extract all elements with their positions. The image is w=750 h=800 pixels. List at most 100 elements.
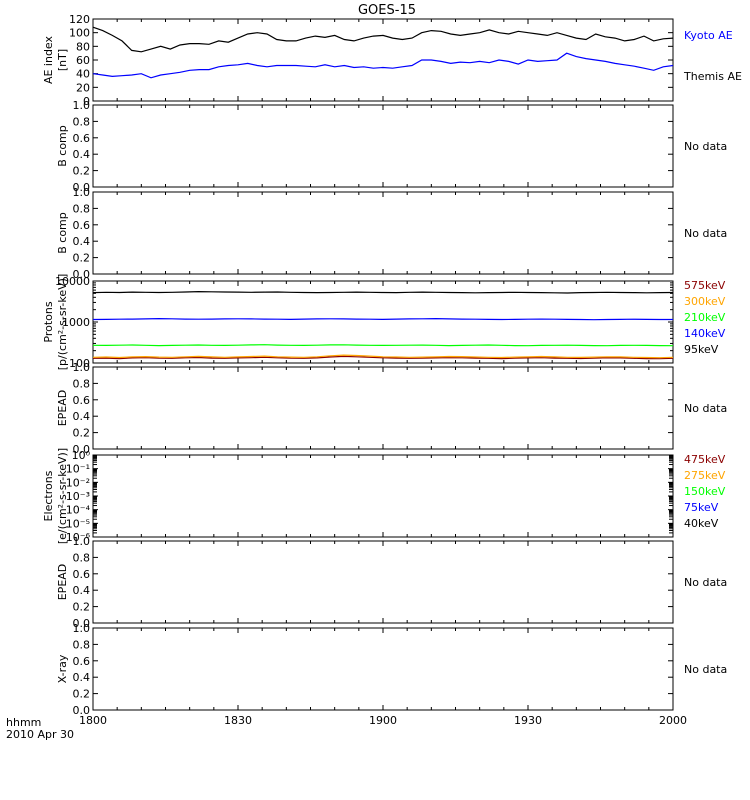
y-axis-label: [e/(cm²-s-sr-keV)] [56,448,69,544]
y-tick-label: 100 [69,357,90,370]
y-tick-label: 0.4 [73,148,91,161]
panel-8: 1.0 0.8 0.6 0.4 0.2 0.0 X-ray No data [56,622,727,717]
panel-frame [92,280,674,364]
y-axis-label: Protons [42,301,55,342]
panel-2: 1.0 0.8 0.6 0.4 0.2 0.0 B comp No data [56,99,727,194]
y-tick-label: 0.4 [73,671,91,684]
y-tick-label: 0 [83,95,90,108]
y-tick-label: 0.2 [73,688,91,701]
y-tick-label: 10⁻¹ [66,463,90,476]
legend-label-40kev: 40keV [684,517,719,530]
series-line-210kev [92,344,674,347]
y-axis-label: Electrons [42,470,55,521]
panel-frame [92,454,674,538]
series-line-95kev [92,290,674,294]
series-line-300kev [92,354,674,359]
y-tick-label: 0.4 [73,235,91,248]
y-tick-label: 0.0 [73,704,91,717]
footer-time-label: hhmm [6,716,41,729]
y-tick-label: 0.6 [73,132,91,145]
x-axis: 1800 1830 1900 1930 2000 [79,714,687,727]
panel-frame [92,191,674,275]
panel-7: 1.0 0.8 0.6 0.4 0.2 0.0 EPEAD No data [56,535,727,630]
figure-title: GOES-15 [358,3,416,18]
y-axis-label: [p/(cm²-s-sr-keV)] [56,274,69,371]
panel-frame [92,18,674,102]
no-data-label: No data [684,663,727,676]
x-tick-label: 1900 [369,714,397,727]
footer-date-label: 2010 Apr 30 [6,728,74,741]
y-tick-label: 10⁰ [72,449,91,462]
y-tick-label: 0.2 [73,252,91,265]
y-axis-label: EPEAD [56,390,69,427]
legend-label-150kev: 150keV [684,485,726,498]
y-tick-label: 10000 [55,275,90,288]
series-line-575kev [92,355,674,360]
y-tick-label: 1.0 [73,535,91,548]
y-axis-label: EPEAD [56,564,69,601]
y-tick-label: 0.2 [73,427,91,440]
no-data-label: No data [684,227,727,240]
panel-frame [92,540,674,624]
y-tick-label: 10⁻⁵ [66,517,90,530]
series-line-140kev [92,317,673,321]
panel-frame [92,104,674,188]
series-line-themis-ae [92,26,674,53]
x-tick-label: 1930 [514,714,542,727]
legend-label-300kev: 300keV [684,295,726,308]
x-tick-label: 1800 [79,714,107,727]
y-axis-label: AE index [42,35,55,84]
y-tick-label: 0.4 [73,410,91,423]
legend-label-275kev: 275keV [684,469,726,482]
y-axis-label: B comp [56,125,69,167]
y-tick-label: 10⁻⁶ [66,531,91,544]
panel-3: 1.0 0.8 0.6 0.4 0.2 0.0 B comp No data [56,186,727,281]
y-tick-label: 20 [76,81,90,94]
y-tick-label: 0.8 [73,551,91,564]
y-tick-label: 1.0 [73,186,91,199]
y-axis-label: X-ray [56,654,69,683]
legend-label-575kev: 575keV [684,279,726,292]
y-tick-label: 40 [76,68,90,81]
panel-frame [92,627,674,711]
y-tick-label: 0.6 [73,219,91,232]
no-data-label: No data [684,402,727,415]
y-tick-label: 0.0 [73,181,91,194]
legend-label-kyoto-ae: Kyoto AE [684,29,733,42]
y-tick-label: 1.0 [73,361,91,374]
legend-label-75kev: 75keV [684,501,719,514]
panel-4: 10000 1000 100 Protons [p/(cm²-s-sr-keV)] 575… [42,274,726,371]
legend-label-210kev: 210keV [684,311,726,324]
y-tick-label: 1.0 [73,99,91,112]
panel-5: 1.0 0.8 0.6 0.4 0.2 0.0 EPEAD No data [56,361,727,456]
y-tick-label: 0.8 [73,115,91,128]
legend-label-140kev: 140keV [684,327,726,340]
y-tick-label: 0.0 [73,268,91,281]
y-tick-label: 0.8 [73,638,91,651]
y-tick-label: 0.0 [73,443,91,456]
y-tick-label: 0.6 [73,394,91,407]
y-tick-label: 100 [69,27,90,40]
y-tick-label: 0.2 [73,165,91,178]
y-tick-label: 1.0 [73,622,91,635]
y-tick-label: 10⁻² [66,476,90,489]
y-axis-label: [nT] [56,49,69,71]
y-tick-label: 0.8 [73,202,91,215]
y-tick-label: 0.6 [73,568,91,581]
y-tick-label: 1000 [62,316,90,329]
y-tick-label: 10⁻⁴ [66,504,91,517]
no-data-label: No data [684,576,727,589]
y-tick-label: 80 [76,40,90,53]
legend-label-themis-ae: Themis AE [683,70,742,83]
y-tick-label: 0.2 [73,601,91,614]
x-tick-label: 1830 [224,714,252,727]
series-line-kyoto-ae [92,52,674,79]
no-data-label: No data [684,140,727,153]
y-tick-label: 0.4 [73,584,91,597]
y-axis-label: B comp [56,212,69,254]
y-tick-label: 120 [69,13,90,26]
